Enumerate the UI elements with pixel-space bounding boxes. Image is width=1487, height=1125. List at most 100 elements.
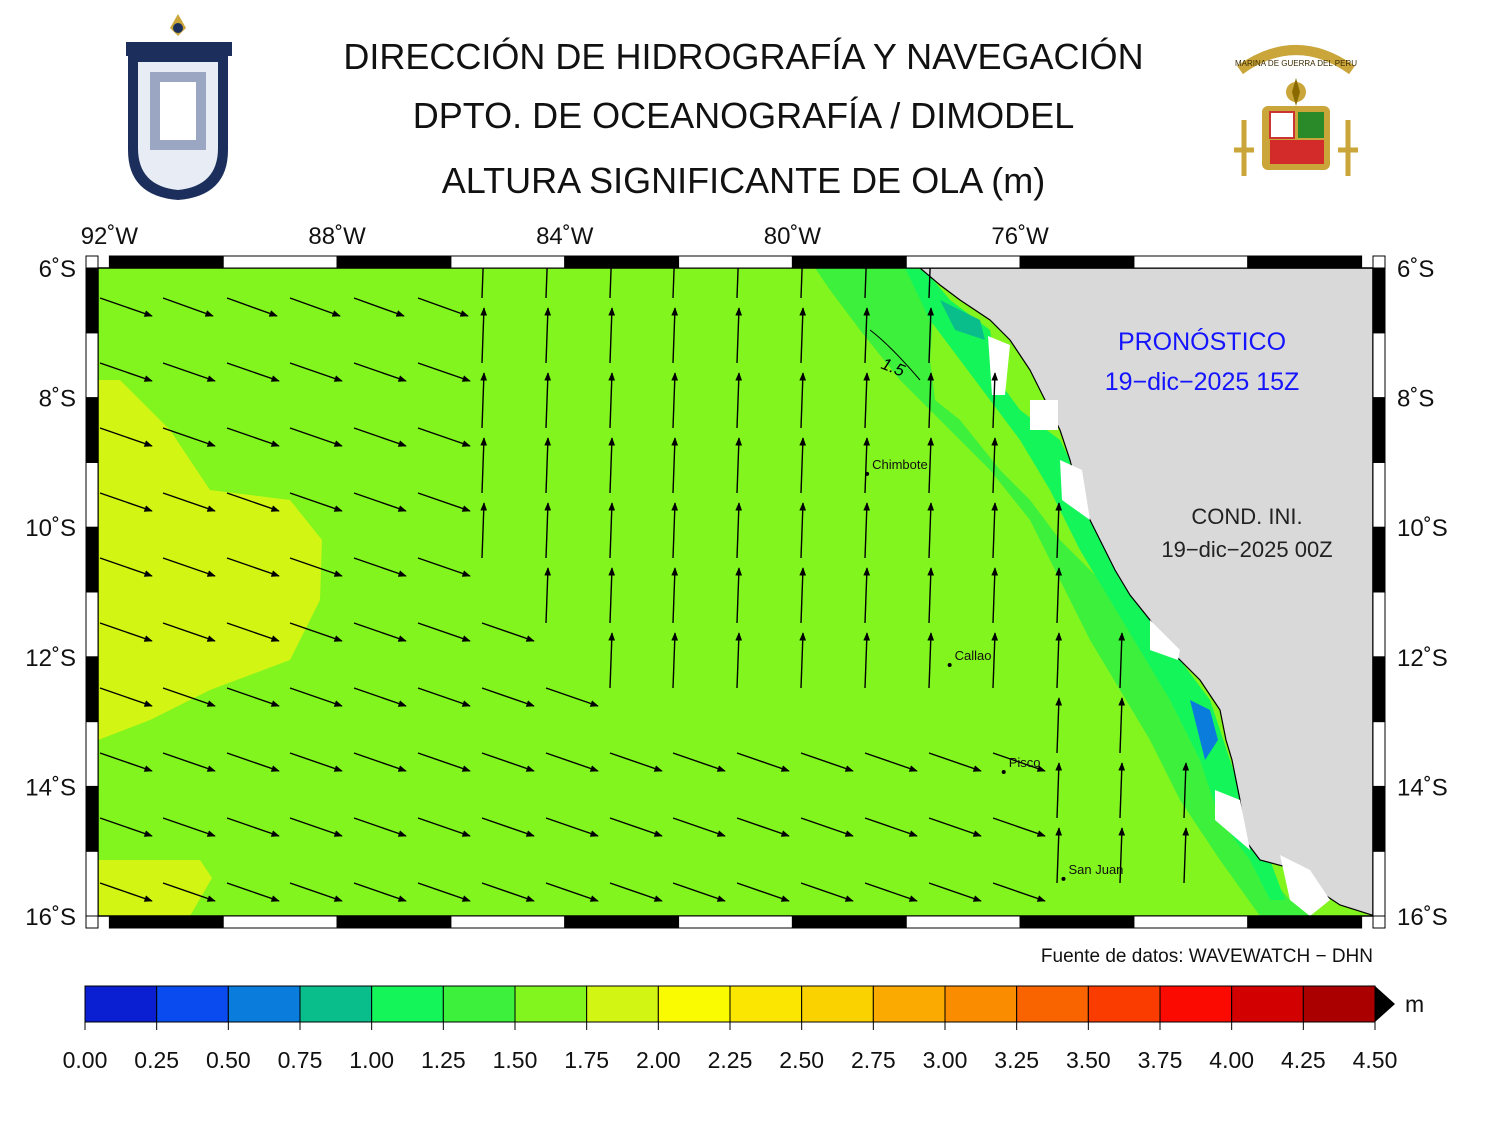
- colorbar-tick-label: 0.50: [206, 1047, 251, 1073]
- wave-arrow: [799, 307, 807, 364]
- wave-arrow: [417, 362, 471, 382]
- wave-arrow: [226, 882, 280, 902]
- wave-arrow: [735, 437, 743, 494]
- border-segment-top: [678, 255, 793, 269]
- wave-arrow: [1055, 502, 1063, 559]
- wave-arrow: [800, 752, 854, 772]
- lat-tick-label-right: 10˚S: [1397, 515, 1448, 542]
- wave-arrow: [289, 752, 343, 772]
- colorbar-tick-label: 3.50: [1066, 1047, 1111, 1073]
- colorbar-swatch: [586, 985, 659, 1023]
- wave-arrow: [927, 372, 935, 429]
- colorbar-swatch: [1159, 985, 1233, 1023]
- lat-tick-label-left: 8˚S: [39, 386, 76, 413]
- border-segment-top: [791, 255, 907, 269]
- city-label: Pisco: [1009, 755, 1041, 770]
- border-segment-top: [222, 255, 338, 269]
- title-line-2: DPTO. DE OCEANOGRAFÍA / DIMODEL: [412, 95, 1075, 136]
- wave-arrow: [864, 882, 918, 902]
- border-corner: [85, 915, 99, 929]
- wave-arrow: [480, 372, 488, 429]
- wave-arrow: [608, 632, 616, 689]
- wave-arrow: [671, 437, 679, 494]
- colorbar-tick-label: 1.25: [421, 1047, 466, 1073]
- border-segment-right: [1372, 656, 1386, 723]
- city-label: Chimbote: [872, 457, 928, 472]
- border-segment-left: [85, 656, 99, 723]
- border-corner: [85, 255, 99, 269]
- wave-arrow: [863, 307, 871, 364]
- wave-arrow: [991, 632, 999, 689]
- lat-tick-label-right: 6˚S: [1397, 256, 1434, 283]
- lat-tick-label-right: 14˚S: [1397, 774, 1448, 801]
- border-segment-left: [85, 461, 99, 528]
- forecast-time: 19−dic−2025 15Z: [1105, 368, 1300, 396]
- border-segment-left: [85, 591, 99, 658]
- wave-arrow: [545, 882, 599, 902]
- wave-arrow: [544, 502, 552, 559]
- city-marker: [865, 471, 870, 476]
- colorbar-tick-label: 3.75: [1138, 1047, 1183, 1073]
- border-segment-right: [1372, 267, 1386, 334]
- wave-arrow: [545, 752, 599, 772]
- lat-tick-label-left: 6˚S: [39, 256, 76, 283]
- border-segment-right: [1372, 591, 1386, 658]
- colorbar: 0.00 0.25 0.50 0.75 1.00 1.25 1.50 1.75 2.00 2.25…: [63, 985, 1397, 1073]
- wave-arrow: [927, 632, 935, 689]
- wave-arrow: [417, 882, 471, 902]
- coast-gap-5: [1215, 790, 1250, 850]
- colorbar-tick-label: 2.75: [851, 1047, 896, 1073]
- map-border-scale: [85, 255, 1386, 929]
- wave-arrow: [545, 268, 548, 299]
- wave-arrow: [863, 502, 871, 559]
- lon-tick-label: 84˚W: [536, 223, 594, 250]
- wave-arrow: [353, 557, 407, 577]
- wave-arrow: [99, 362, 153, 382]
- wave-arrow: [1055, 697, 1063, 754]
- border-segment-right: [1372, 526, 1386, 593]
- wave-arrow: [927, 502, 935, 559]
- coast-gap-6: [1280, 855, 1330, 916]
- wave-arrow: [671, 632, 679, 689]
- wave-arrow: [799, 502, 807, 559]
- wave-arrow: [99, 752, 153, 772]
- wave-arrow: [226, 427, 280, 447]
- wave-arrow: [927, 567, 935, 624]
- wave-arrow: [609, 268, 612, 299]
- wave-arrow: [353, 882, 407, 902]
- wave-arrow: [417, 817, 471, 837]
- wave-arrow: [353, 622, 407, 642]
- colorbar-swatch: [227, 985, 301, 1023]
- wave-arrow: [608, 372, 616, 429]
- wave-arrow: [417, 687, 471, 707]
- border-segment-bottom: [678, 915, 793, 929]
- wave-arrow: [736, 882, 790, 902]
- wave-arrow: [1118, 762, 1126, 819]
- wave-arrow: [609, 752, 663, 772]
- wave-arrow: [162, 882, 216, 902]
- wave-arrow: [736, 268, 739, 299]
- border-segment-top: [1133, 255, 1249, 269]
- wave-arrow: [991, 567, 999, 624]
- wave-arrow: [671, 502, 679, 559]
- border-segment-top: [564, 255, 680, 269]
- wave-arrow: [672, 752, 726, 772]
- wave-arrow: [544, 307, 552, 364]
- wave-arrow: [864, 752, 918, 772]
- wave-arrow: [353, 752, 407, 772]
- wave-arrow: [226, 492, 280, 512]
- border-segment-left: [85, 526, 99, 593]
- wave-arrow: [928, 817, 982, 837]
- colorbar-swatch: [371, 985, 444, 1023]
- wave-arrow: [545, 817, 599, 837]
- colorbar-extend-triangle: [1375, 986, 1395, 1022]
- coast-gap-2: [1030, 400, 1058, 430]
- border-segment-top: [1247, 255, 1363, 269]
- wave-arrow: [481, 268, 484, 299]
- coast-gap-3: [1060, 460, 1090, 520]
- border-segment-top: [1019, 255, 1135, 269]
- wave-arrow: [417, 557, 471, 577]
- wave-arrow: [608, 437, 616, 494]
- wave-arrow: [928, 268, 931, 299]
- border-segment-right: [1372, 397, 1386, 463]
